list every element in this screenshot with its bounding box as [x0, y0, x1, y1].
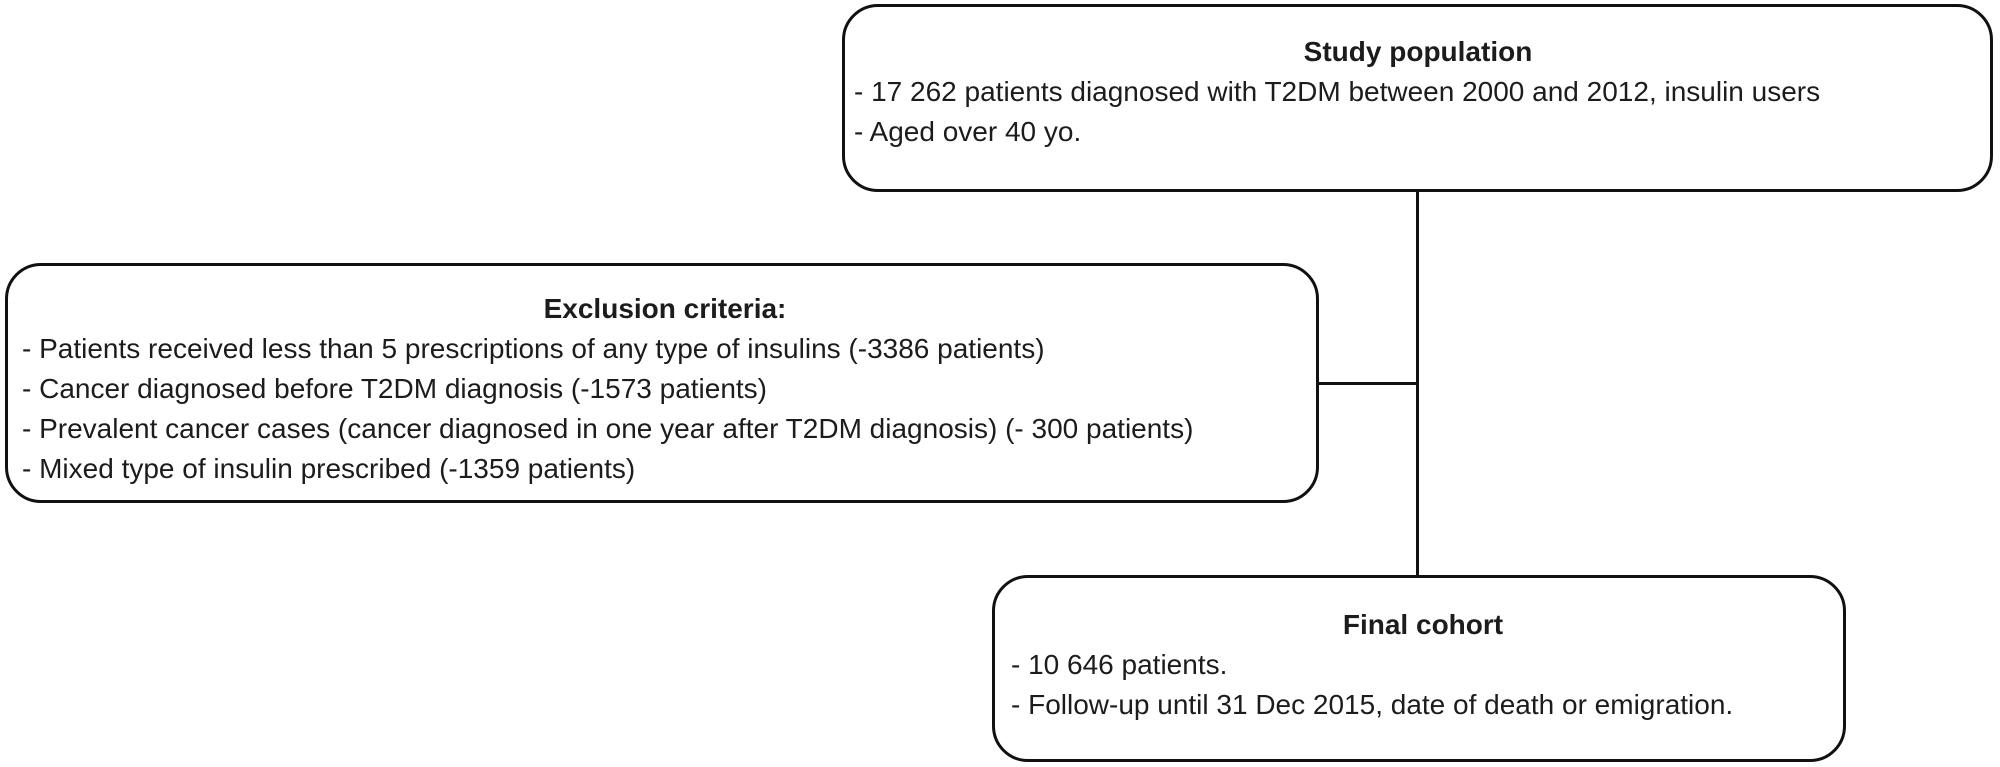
box-study-population: Study population - 17 262 patients diagn…	[842, 4, 1993, 192]
connector-horizontal-line	[1318, 382, 1418, 385]
final-cohort-title: Final cohort	[1342, 609, 1504, 640]
study-population-line: - 17 262 patients diagnosed with T2DM be…	[854, 76, 1821, 107]
study-population-line: - Aged over 40 yo.	[854, 116, 1082, 147]
box-final-cohort: Final cohort - 10 646 patients. - Follow…	[992, 575, 1846, 762]
final-cohort-line: - 10 646 patients.	[1011, 649, 1228, 680]
box-exclusion-criteria: Exclusion criteria: - Patients received …	[5, 263, 1319, 503]
exclusion-criteria-title: Exclusion criteria:	[543, 293, 787, 324]
study-population-title: Study population	[1303, 36, 1533, 67]
exclusion-criteria-line: - Cancer diagnosed before T2DM diagnosis…	[22, 373, 768, 404]
exclusion-criteria-line: - Patients received less than 5 prescrip…	[22, 333, 1045, 364]
exclusion-criteria-line: - Mixed type of insulin prescribed (-135…	[22, 453, 636, 484]
final-cohort-line: - Follow-up until 31 Dec 2015, date of d…	[1011, 689, 1734, 720]
exclusion-criteria-line: - Prevalent cancer cases (cancer diagnos…	[22, 413, 1194, 444]
